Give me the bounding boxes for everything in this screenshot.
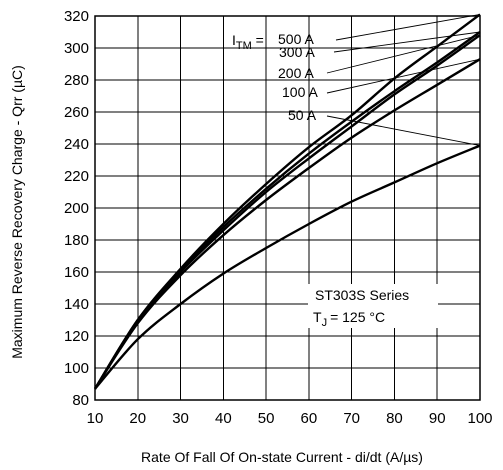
legend-prefix-main: I [232,32,236,48]
x-tick-label: 90 [429,410,446,427]
series-info-background [308,284,438,328]
leader-line-300a [333,31,481,53]
series-curves [93,13,481,390]
legend-prefix-sub: TM [236,40,252,52]
tj-main: T [313,309,322,325]
series-line-50a [94,144,481,390]
series-name-label: ST303S Series [315,287,409,303]
y-tick-label: 80 [72,392,89,409]
y-tick-label: 160 [64,264,89,281]
legend-prefix: ITM = [232,32,268,52]
tj-sub: J [322,317,328,329]
plot-frame [94,15,481,401]
leader-line-200a [326,34,481,74]
legend-prefix-eq: = [252,32,268,48]
y-tick-label: 140 [64,296,89,313]
legend-leader-lines [326,13,481,147]
y-tick-label: 200 [64,200,89,217]
leader-line-50a [326,115,481,147]
leader-line-100a [326,58,481,94]
tick-labels: 10 20 30 40 50 60 70 80 90 100 80 100 120 140 160 180 20… [64,8,493,427]
y-tick-label: 240 [64,136,89,153]
x-axis-title: Rate Of Fall Of On-state Current - di/dt… [141,449,423,465]
y-tick-label: 180 [64,232,89,249]
y-tick-label: 260 [64,104,89,121]
x-tick-label: 40 [215,410,232,427]
y-tick-label: 280 [64,72,89,89]
legend-label-500a: 500 A [278,31,314,47]
y-tick-label: 300 [64,40,89,57]
legend-label-100a: 100 A [282,84,318,100]
legend-label-50a: 50 A [288,107,317,123]
junction-temp-label: TJ = 125 °C [313,309,385,329]
y-axis-title: Maximum Reverse Recovery Charge - Qrr (µ… [9,65,25,359]
x-tick-label: 20 [129,410,146,427]
x-tick-label: 70 [343,410,360,427]
y-tick-label: 120 [64,328,89,345]
x-tick-label: 10 [87,410,104,427]
legend-label-300a: 300 A [279,44,315,60]
y-tick-label: 100 [64,360,89,377]
legend-label-200a: 200 A [278,65,314,81]
leader-line-500a [335,13,481,41]
x-tick-label: 50 [258,410,275,427]
y-tick-label: 220 [64,168,89,185]
x-tick-label: 100 [467,410,492,427]
tj-rest: = 125 °C [330,309,385,325]
x-tick-label: 30 [172,410,189,427]
x-tick-label: 80 [386,410,403,427]
series-line-100a [93,58,481,390]
y-tick-label: 320 [64,8,89,25]
series-line-200a [93,34,481,390]
x-tick-label: 60 [301,410,318,427]
legend: ITM = 500 A 300 A 200 A 100 A 50 A [232,31,318,123]
series-info-box: ST303S Series TJ = 125 °C [308,284,438,329]
